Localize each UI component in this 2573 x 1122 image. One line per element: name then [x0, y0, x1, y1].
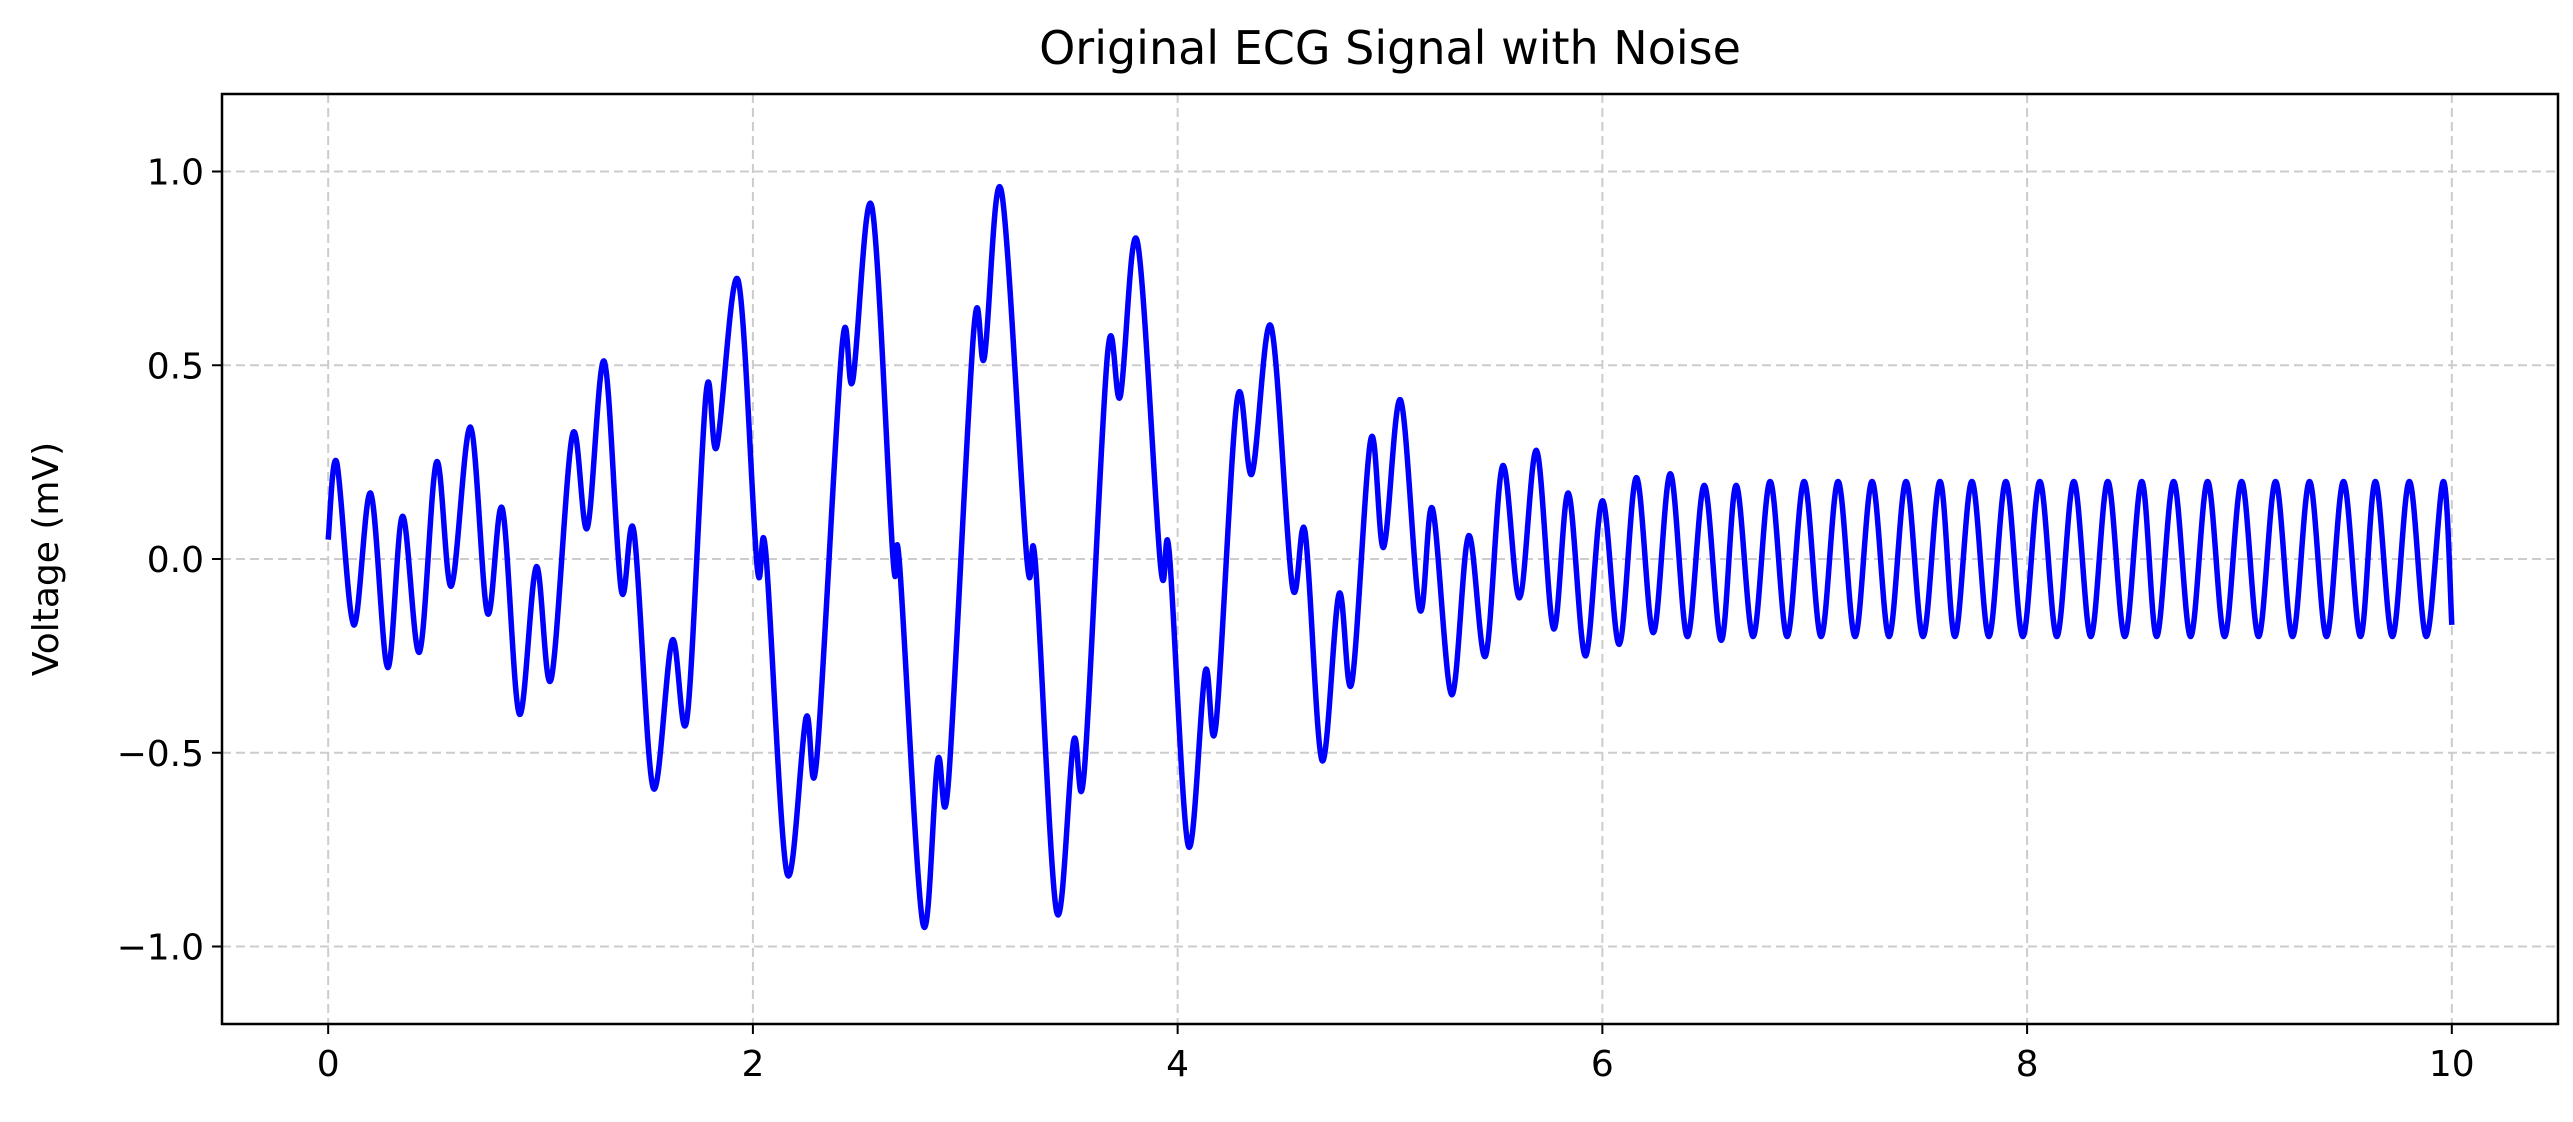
y-tick-label: 0.5 [147, 346, 204, 387]
y-axis: −1.0 −0.5 0.0 0.5 1.0 [117, 153, 222, 969]
x-tick-label: 8 [2016, 1044, 2039, 1085]
x-tick-label: 4 [1166, 1044, 1189, 1085]
data-series [325, 184, 2455, 930]
x-tick-label: 10 [2429, 1044, 2475, 1085]
x-axis: 0 2 4 6 8 10 [317, 1024, 2475, 1085]
y-tick-label: −1.0 [117, 928, 204, 969]
grid-lines [222, 94, 2558, 1024]
y-tick-label: 1.0 [147, 153, 204, 194]
y-axis-label: Voltage (mV) [26, 442, 67, 676]
ecg-signal-line [325, 184, 2455, 930]
chart-title: Original ECG Signal with Noise [1039, 21, 1741, 75]
x-tick-label: 0 [317, 1044, 340, 1085]
x-tick-label: 2 [741, 1044, 764, 1085]
y-tick-label: −0.5 [117, 734, 204, 775]
y-tick-label: 0.0 [147, 540, 204, 581]
x-tick-label: 6 [1591, 1044, 1614, 1085]
